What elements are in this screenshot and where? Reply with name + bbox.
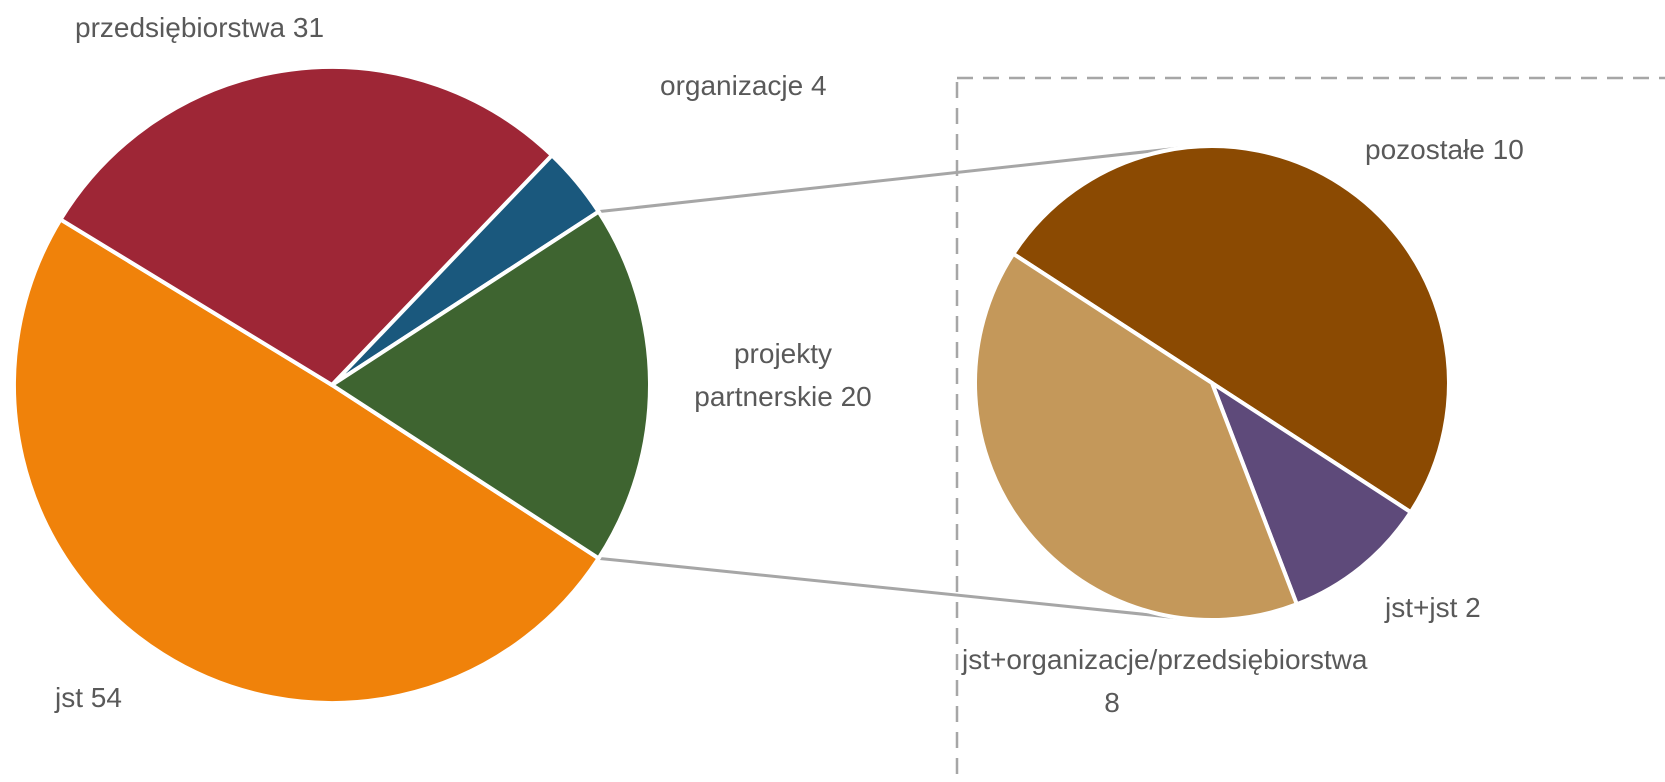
label-part: przedsiębiorstwa xyxy=(75,12,286,43)
label-part: pozostałe xyxy=(1365,134,1485,165)
data-label: przedsiębiorstwa 31 xyxy=(75,6,324,49)
label-part: jst xyxy=(55,682,83,713)
label-part: jst+jst xyxy=(1385,592,1458,623)
label-part: 4 xyxy=(810,70,827,101)
label-part: 10 xyxy=(1492,134,1524,165)
connector-line xyxy=(598,556,1181,620)
data-label: projekty partnerskie 20 xyxy=(668,332,898,418)
label-part: projekty partnerskie xyxy=(694,338,833,412)
connector-line xyxy=(598,146,1181,214)
label-part: 20 xyxy=(840,381,872,412)
data-label: organizacje 4 xyxy=(660,64,827,107)
data-label: jst 54 xyxy=(55,676,122,719)
pie-slice xyxy=(973,251,1300,622)
data-label: pozostałe 10 xyxy=(1365,128,1524,171)
data-label: jst+jst 2 xyxy=(1385,586,1481,629)
pie-slice xyxy=(1207,377,1414,607)
pie-slice xyxy=(57,65,555,388)
label-part: 2 xyxy=(1465,592,1481,623)
label-part: 54 xyxy=(90,682,122,713)
pie-slice xyxy=(1010,144,1451,515)
label-part: 31 xyxy=(292,12,325,43)
pie-slice xyxy=(12,216,602,705)
pie-slice xyxy=(328,208,652,562)
label-part: organizacje xyxy=(660,70,804,101)
data-label: jst+organizacje/przedsiębiorstwa 8 xyxy=(962,638,1367,724)
label-part: jst+organizacje/przedsiębiorstwa xyxy=(962,644,1368,675)
label-part: 8 xyxy=(1104,687,1120,718)
